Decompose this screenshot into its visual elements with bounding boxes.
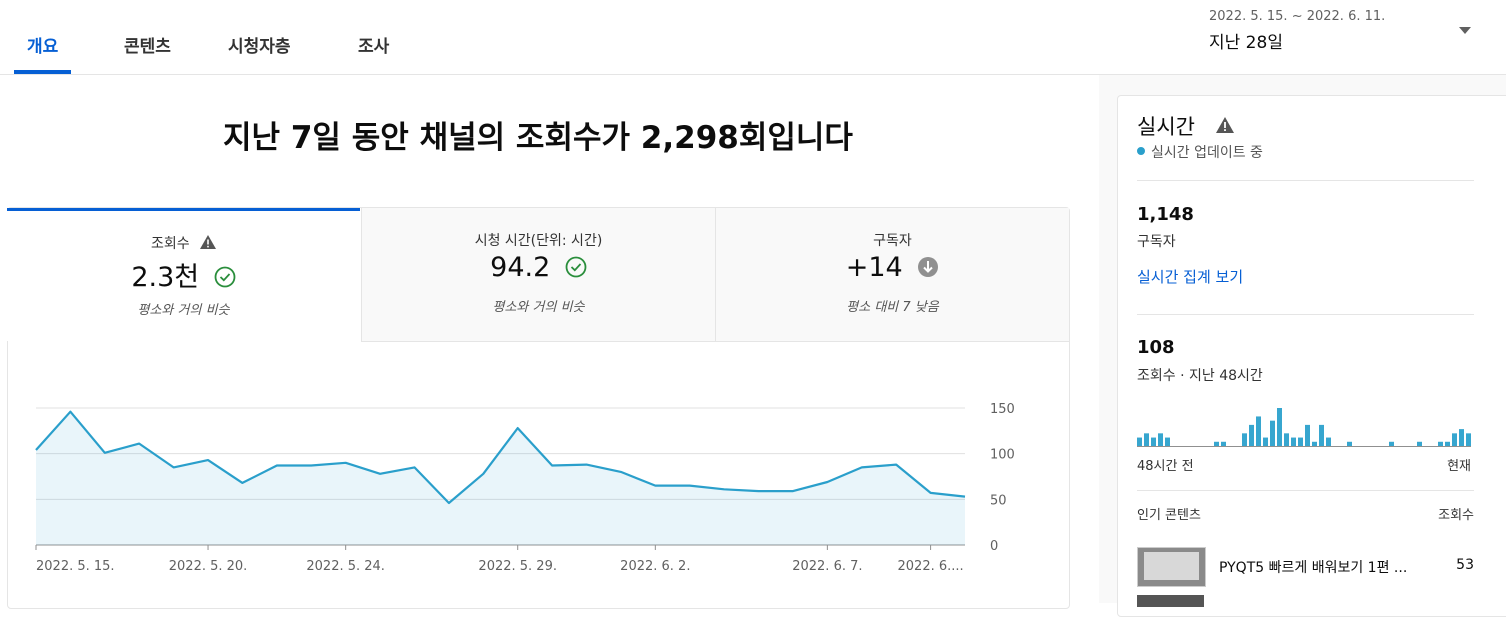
- bar: [1165, 437, 1170, 446]
- date-period[interactable]: 지난 28일: [1209, 33, 1283, 53]
- bar: [1277, 408, 1282, 446]
- bar: [1438, 441, 1443, 446]
- tab[interactable]: 콘텐츠: [124, 37, 171, 57]
- x-tick-label: 2022. 6. 7.: [792, 559, 862, 574]
- down-icon: [918, 257, 939, 277]
- realtime-link[interactable]: 실시간 집계 보기: [1137, 268, 1244, 286]
- bar: [1291, 437, 1296, 446]
- divider: [1137, 180, 1474, 181]
- bar: [1242, 433, 1247, 446]
- y-tick-label: 0: [990, 539, 998, 554]
- views-label: 조회수 · 지난 48시간: [1137, 368, 1263, 384]
- bar: [1158, 433, 1163, 446]
- bar: [1214, 441, 1219, 446]
- headline: 지난 7일 동안 채널의 조회수가 2,298회입니다: [223, 120, 853, 156]
- metric-label: 구독자: [873, 233, 912, 249]
- bar: [1417, 441, 1422, 446]
- bar: [1312, 441, 1317, 446]
- bar: [1305, 424, 1310, 446]
- bar: [1284, 433, 1289, 446]
- views-count: 108: [1137, 337, 1175, 358]
- metric-card[interactable]: 시청 시간(단위: 시간) 94.2 평소와 거의 비슷: [361, 208, 715, 342]
- x-tick-label: 2022. 5. 20.: [169, 559, 248, 574]
- bar: [1137, 437, 1142, 446]
- x-start-label: 48시간 전: [1137, 459, 1194, 474]
- x-tick-label: 2022. 5. 24.: [306, 559, 385, 574]
- bar: [1452, 433, 1457, 446]
- bar: [1256, 416, 1261, 446]
- check-icon: [565, 256, 587, 278]
- y-tick-label: 150: [990, 402, 1015, 417]
- bar: [1221, 441, 1226, 446]
- subscriber-label: 구독자: [1137, 234, 1176, 250]
- metric-card[interactable]: 구독자 +14 평소 대비 7 낮음: [715, 208, 1069, 342]
- bar: [1319, 424, 1324, 446]
- top-content-label: 인기 콘텐츠: [1137, 508, 1201, 523]
- y-tick-label: 50: [990, 493, 1007, 508]
- realtime-bar-chart: 48시간 전 현재: [1137, 408, 1471, 474]
- bar: [1326, 437, 1331, 446]
- divider: [1137, 314, 1474, 315]
- metric-value: 2.3천: [131, 262, 200, 293]
- y-tick-label: 100: [990, 448, 1015, 463]
- content-views: 53: [1456, 557, 1474, 573]
- divider: [1137, 490, 1474, 491]
- metric-note: 평소와 거의 비슷: [492, 300, 585, 315]
- metric-value: +14: [845, 252, 903, 283]
- bar: [1249, 424, 1254, 446]
- bar: [1151, 437, 1156, 446]
- live-dot: [1137, 147, 1145, 155]
- tab-indicator: [14, 70, 71, 74]
- line: [35, 410, 966, 505]
- x-tick-label: 2022. 5. 15.: [36, 559, 115, 574]
- metric-note: 평소와 거의 비슷: [137, 303, 230, 318]
- x-tick-label: 2022. 6....: [898, 559, 964, 574]
- thumbnail[interactable]: [1137, 547, 1206, 587]
- dropdown-arrow[interactable]: [1459, 27, 1471, 35]
- bar: [1347, 441, 1352, 446]
- line-chart: 0 50 100 150 2022. 5. 15. 2022. 5. 20. 2022. 5…: [35, 402, 1015, 574]
- bar: [1466, 433, 1471, 446]
- metric-label: 시청 시간(단위: 시간): [474, 233, 603, 249]
- thumbnail[interactable]: [1137, 595, 1204, 607]
- subscriber-count: 1,148: [1137, 204, 1194, 225]
- date-range: 2022. 5. 15. ~ 2022. 6. 11.: [1209, 9, 1386, 24]
- bar: [1263, 437, 1268, 446]
- top-content-metric: 조회수: [1438, 508, 1474, 523]
- warning-icon: [200, 235, 217, 249]
- area: [36, 411, 965, 545]
- bar: [1445, 441, 1450, 446]
- top-bar: 개요 콘텐츠 시청자층 조사 2022. 5. 15. ~ 2022. 6. 1…: [0, 0, 1506, 75]
- metric-card[interactable]: 조회수 2.3천 평소와 거의 비슷: [7, 208, 360, 341]
- x-tick-label: 2022. 6. 2.: [620, 559, 690, 574]
- tab[interactable]: 개요: [27, 37, 59, 57]
- x-end-label: 현재: [1447, 459, 1471, 474]
- metric-note: 평소 대비 7 낮음: [846, 300, 939, 315]
- bar: [1144, 433, 1149, 446]
- realtime-title: 실시간: [1137, 115, 1195, 139]
- check-icon: [214, 266, 236, 288]
- tab[interactable]: 시청자층: [228, 37, 291, 57]
- tab[interactable]: 조사: [358, 37, 390, 57]
- warning-icon: [1216, 117, 1234, 133]
- x-tick-label: 2022. 5. 29.: [478, 559, 557, 574]
- realtime-card: [1117, 95, 1506, 617]
- bar: [1459, 429, 1464, 446]
- bar: [1298, 437, 1303, 446]
- realtime-status: 실시간 업데이트 중: [1151, 145, 1263, 161]
- metric-value: 94.2: [490, 252, 551, 283]
- metric-label: 조회수: [150, 236, 190, 252]
- content-title[interactable]: PYQT5 빠르게 배워보기 1편 ...: [1219, 560, 1408, 576]
- bar: [1270, 420, 1275, 446]
- bar: [1389, 441, 1394, 446]
